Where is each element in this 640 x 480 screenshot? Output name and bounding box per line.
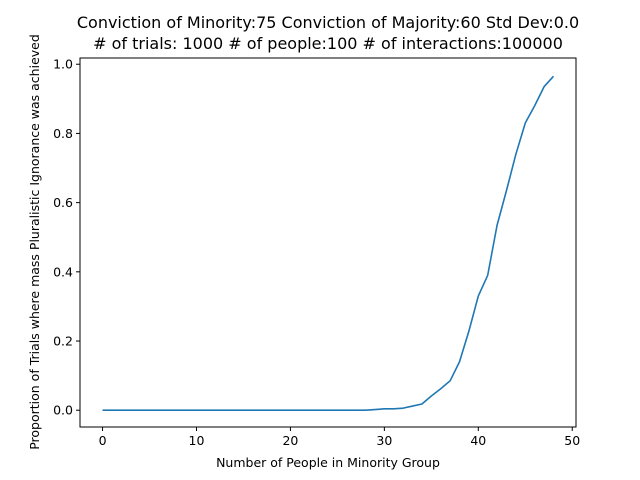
y-tick-label: 0.2 <box>53 334 73 349</box>
y-axis-ticks: 0.0 0.2 0.4 0.6 0.8 1.0 <box>53 57 80 418</box>
plot-frame <box>79 57 577 428</box>
y-tick-label: 0.6 <box>53 195 73 210</box>
y-tick-label: 1.0 <box>53 57 73 72</box>
x-tick-label: 50 <box>564 433 580 448</box>
x-axis-ticks: 0 10 20 30 40 50 <box>99 427 580 448</box>
series-line <box>102 75 555 412</box>
y-tick-label: 0.4 <box>53 264 73 279</box>
x-tick-label: 40 <box>470 433 486 448</box>
y-tick-label: 0.0 <box>53 403 73 418</box>
x-tick-label: 10 <box>189 433 205 448</box>
y-tick-label: 0.8 <box>53 126 73 141</box>
chart-title-line2: # of trials: 1000 # of people:100 # of i… <box>93 34 563 53</box>
series-layer <box>102 75 555 412</box>
x-axis-label: Number of People in Minority Group <box>216 455 440 470</box>
x-tick-label: 30 <box>376 433 392 448</box>
y-axis-label: Proportion of Trials where mass Pluralis… <box>27 34 42 450</box>
x-tick-label: 20 <box>282 433 298 448</box>
x-tick-label: 0 <box>99 433 107 448</box>
chart-title-line1: Conviction of Minority:75 Conviction of … <box>77 13 579 32</box>
